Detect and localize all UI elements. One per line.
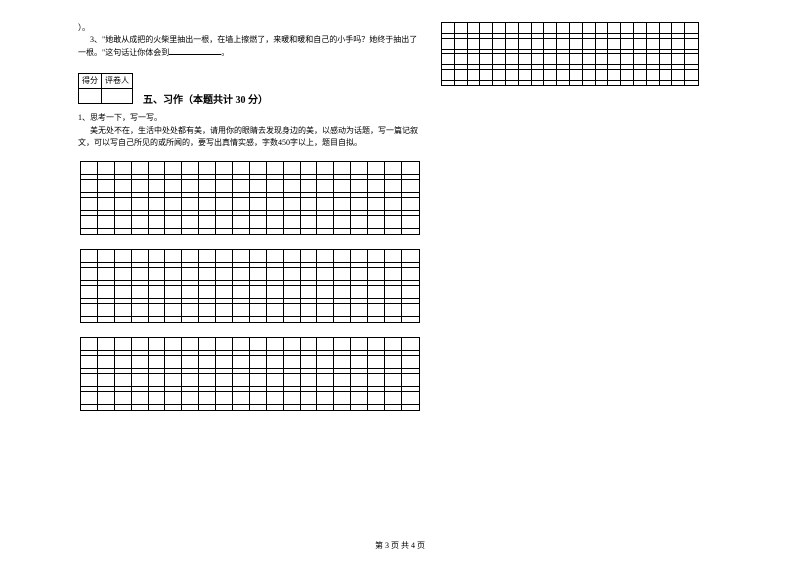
score-cell[interactable] [79, 89, 102, 104]
writing-grid-1[interactable] [80, 161, 420, 235]
page-footer: 第 3 页 共 4 页 [0, 540, 800, 551]
question-3: 3、"她敢从成把的火柴里抽出一根，在墙上擦燃了，来暖和暖和自己的小手吗？她终于抽… [78, 34, 418, 59]
q3-text-after: 。 [221, 48, 229, 57]
score-box: 得分 评卷人 [78, 73, 133, 104]
grader-cell[interactable] [102, 89, 133, 104]
writing-grid-top-right[interactable] [441, 22, 699, 86]
writing-grid-3[interactable] [80, 337, 420, 411]
q1-label: 1、思考一下，写一写。 [78, 112, 418, 124]
q1-body: 美无处不在，生活中处处都有美，请用你的眼睛去发现身边的美，以感动为话题，写一篇记… [78, 125, 418, 150]
grader-label: 评卷人 [102, 74, 133, 89]
section-5-title: 五、习作（本题共计 30 分） [143, 93, 268, 108]
q3-prefix: ）。 [78, 22, 418, 34]
q3-text-before: "她敢从成把的火柴里抽出一根，在墙上擦燃了，来暖和暖和自己的小手吗？她终于抽出了… [78, 35, 417, 56]
exam-page: ）。 3、"她敢从成把的火柴里抽出一根，在墙上擦燃了，来暖和暖和自己的小手吗？她… [0, 0, 800, 565]
left-column: ）。 3、"她敢从成把的火柴里抽出一根，在墙上擦燃了，来暖和暖和自己的小手吗？她… [78, 22, 418, 149]
q3-label: 3、 [90, 35, 102, 44]
writing-grid-2[interactable] [80, 249, 420, 323]
q3-blank[interactable] [169, 47, 221, 55]
section-header-row: 得分 评卷人 五、习作（本题共计 30 分） [78, 67, 418, 108]
score-label: 得分 [79, 74, 102, 89]
